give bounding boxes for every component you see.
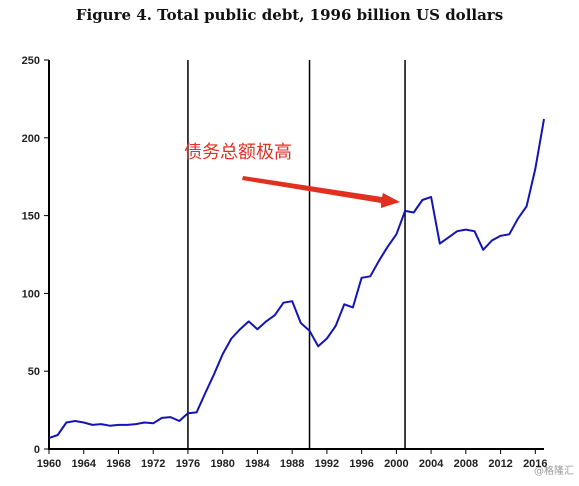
x-tick-label: 1992 [315, 458, 339, 470]
x-tick-label: 1996 [349, 458, 373, 470]
annotation: 债务总额极高 [184, 142, 400, 208]
x-tick-label: 1960 [37, 458, 61, 470]
x-tick-label: 2008 [454, 458, 478, 470]
watermark: @格隆汇 [534, 464, 574, 477]
annotation-arrow [242, 176, 400, 208]
y-tick-label: 150 [22, 211, 40, 223]
axes [48, 60, 544, 450]
x-tick-label: 1964 [71, 458, 96, 470]
y-tick-label: 100 [22, 288, 40, 300]
x-tick-label: 1968 [106, 458, 130, 470]
x-tick-label: 2000 [384, 458, 408, 470]
vertical-lines [187, 60, 406, 449]
x-tick-label: 2016 [523, 458, 547, 470]
x-tick-label: 2004 [419, 458, 444, 470]
x-tick-label: 1976 [176, 458, 200, 470]
y-tick-label: 250 [22, 55, 40, 67]
x-tick-label: 1980 [210, 458, 234, 470]
x-tick-label: 1984 [245, 458, 270, 470]
series [48, 118, 545, 440]
ticks: 0 50 100 150 200 250 1960 1964 1968 1972 1976 1980 1… [22, 55, 548, 470]
x-tick-label: 1988 [280, 458, 304, 470]
y-tick-label: 0 [34, 444, 40, 456]
annotation-label: 债务总额极高 [184, 142, 292, 163]
y-tick-label: 50 [28, 366, 40, 378]
series-line [48, 118, 545, 440]
chart-title: Figure 4. Total public debt, 1996 billio… [75, 6, 504, 24]
x-tick-label: 1972 [141, 458, 165, 470]
x-tick-label: 2012 [488, 458, 512, 470]
y-tick-label: 200 [22, 133, 40, 145]
